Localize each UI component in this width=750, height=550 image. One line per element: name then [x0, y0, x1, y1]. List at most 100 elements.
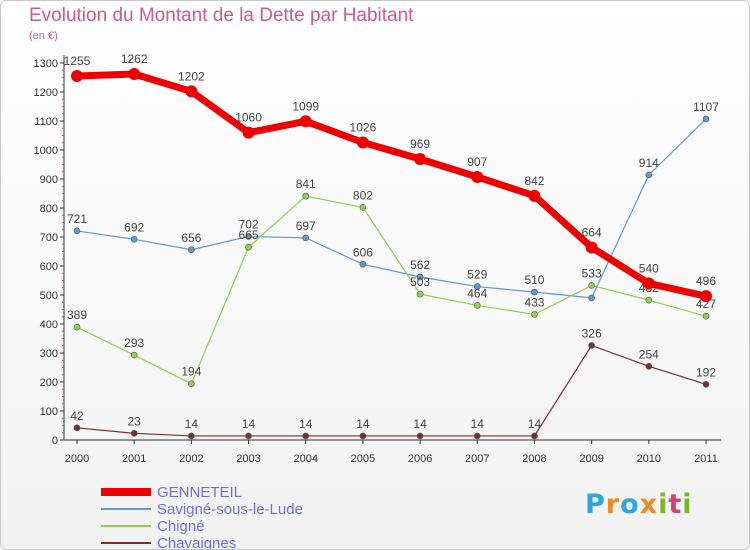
data-point-savigne-sous-le-lude	[531, 288, 538, 296]
data-label-chigne: 464	[467, 286, 487, 300]
data-point-genneteil	[299, 115, 312, 128]
data-label-chigne: 427	[696, 297, 716, 311]
legend-swatch-genneteil	[101, 488, 151, 496]
data-point-genneteil	[471, 170, 484, 183]
data-label-genneteil: 842	[524, 174, 544, 188]
x-tick-label: 2001	[122, 453, 146, 465]
data-label-chigne: 533	[582, 266, 602, 280]
series-line-savigne-sous-le-lude	[76, 118, 707, 299]
series-line-chavaignes	[76, 344, 707, 437]
y-tick-label: 400	[40, 319, 58, 331]
data-label-savigne-sous-le-lude: 914	[639, 156, 659, 170]
data-point-chavaignes	[473, 432, 481, 440]
data-point-chavaignes	[531, 432, 538, 440]
logo-letter: t	[668, 489, 683, 520]
data-point-genneteil	[128, 68, 141, 81]
legend-label-chavaignes: Chavaignes	[157, 535, 237, 550]
data-label-chavaignes: 14	[356, 417, 370, 431]
data-label-chigne: 293	[124, 336, 144, 350]
data-label-savigne-sous-le-lude: 656	[181, 231, 201, 245]
data-point-savigne-sous-le-lude	[188, 246, 195, 254]
data-label-genneteil: 969	[410, 137, 430, 151]
data-point-genneteil	[528, 189, 541, 202]
data-point-genneteil	[71, 70, 83, 83]
data-label-chigne: 503	[410, 275, 430, 289]
x-tick-label: 2002	[179, 453, 203, 465]
proxiti-logo: Proxiti	[585, 489, 693, 520]
unit-label: (en €)	[29, 30, 58, 42]
data-point-genneteil	[585, 241, 598, 254]
y-tick-label: 1200	[34, 87, 58, 99]
data-point-genneteil	[242, 126, 255, 139]
data-label-chavaignes: 14	[471, 417, 485, 431]
logo-letter: x	[639, 489, 659, 520]
x-tick-label: 2004	[293, 453, 317, 465]
data-label-genneteil: 1202	[178, 69, 205, 83]
data-point-savigne-sous-le-lude	[702, 115, 710, 123]
legend-swatch-chigne	[101, 525, 151, 527]
data-point-chigne	[359, 204, 367, 211]
data-label-chigne: 389	[67, 308, 87, 322]
data-point-savigne-sous-le-lude	[473, 283, 481, 290]
data-label-chavaignes: 14	[185, 417, 199, 431]
data-label-savigne-sous-le-lude: 510	[524, 273, 544, 287]
y-tick-label: 800	[40, 203, 58, 215]
data-point-genneteil	[642, 277, 655, 290]
data-point-chigne	[130, 351, 138, 359]
data-point-chigne	[531, 311, 538, 318]
data-point-chigne	[702, 312, 710, 320]
data-label-savigne-sous-le-lude: 697	[296, 219, 316, 233]
data-point-chavaignes	[702, 381, 710, 388]
data-label-chigne: 433	[524, 295, 544, 309]
y-tick-label: 0	[52, 435, 58, 447]
data-point-savigne-sous-le-lude	[359, 260, 367, 268]
x-tick-label: 2006	[408, 453, 432, 465]
logo-letter: i	[658, 489, 669, 520]
data-point-genneteil	[185, 85, 198, 98]
y-tick-label: 1100	[34, 116, 58, 128]
y-tick-label: 700	[40, 232, 58, 244]
x-tick-label: 2005	[351, 453, 375, 465]
data-label-savigne-sous-le-lude: 721	[67, 212, 87, 226]
data-label-chavaignes: 192	[696, 365, 716, 379]
legend-label-savigne: Savigné-sous-le-Lude	[157, 501, 303, 518]
data-label-genneteil: 907	[467, 155, 487, 169]
y-tick-label: 900	[40, 174, 58, 186]
legend-swatch-savigne	[101, 508, 151, 510]
y-tick-label: 300	[40, 348, 58, 360]
data-point-savigne-sous-le-lude	[245, 233, 252, 240]
data-point-chigne	[302, 192, 310, 200]
data-point-chigne	[473, 302, 481, 309]
data-point-chigne	[416, 290, 424, 298]
data-label-chavaignes: 14	[242, 417, 256, 431]
data-label-genneteil: 1099	[292, 99, 319, 113]
x-tick-label: 2010	[637, 453, 661, 465]
data-point-chigne	[73, 323, 81, 331]
data-label-chigne: 802	[353, 188, 373, 202]
data-point-chavaignes	[302, 432, 310, 440]
series-line-genneteil	[73, 70, 710, 300]
data-point-chavaignes	[359, 432, 367, 440]
data-label-chavaignes: 326	[582, 326, 602, 340]
logo-letter: P	[585, 489, 606, 520]
x-tick-label: 2003	[236, 453, 260, 465]
data-label-genneteil: 1262	[121, 52, 148, 66]
y-tick-label: 1000	[34, 145, 58, 157]
line-chart: 0 100 200 300 400 500 600 700 800 900 1000 1100 1200…	[34, 52, 721, 465]
data-point-chigne	[188, 380, 195, 388]
x-tick-label: 2011	[694, 453, 718, 465]
data-label-genneteil: 664	[582, 225, 602, 239]
data-label-savigne-sous-le-lude: 702	[239, 217, 259, 231]
data-point-savigne-sous-le-lude	[588, 294, 595, 302]
data-label-savigne-sous-le-lude: 606	[353, 245, 373, 259]
data-point-chavaignes	[188, 432, 195, 440]
data-point-chavaignes	[645, 363, 653, 370]
data-point-savigne-sous-le-lude	[416, 273, 424, 281]
series-line-chigne	[76, 195, 707, 385]
logo-letter: r	[605, 489, 621, 520]
data-point-chavaignes	[416, 432, 424, 440]
data-label-savigne-sous-le-lude: 529	[467, 268, 487, 282]
data-point-savigne-sous-le-lude	[73, 227, 81, 235]
data-label-savigne-sous-le-lude: 692	[124, 220, 144, 234]
